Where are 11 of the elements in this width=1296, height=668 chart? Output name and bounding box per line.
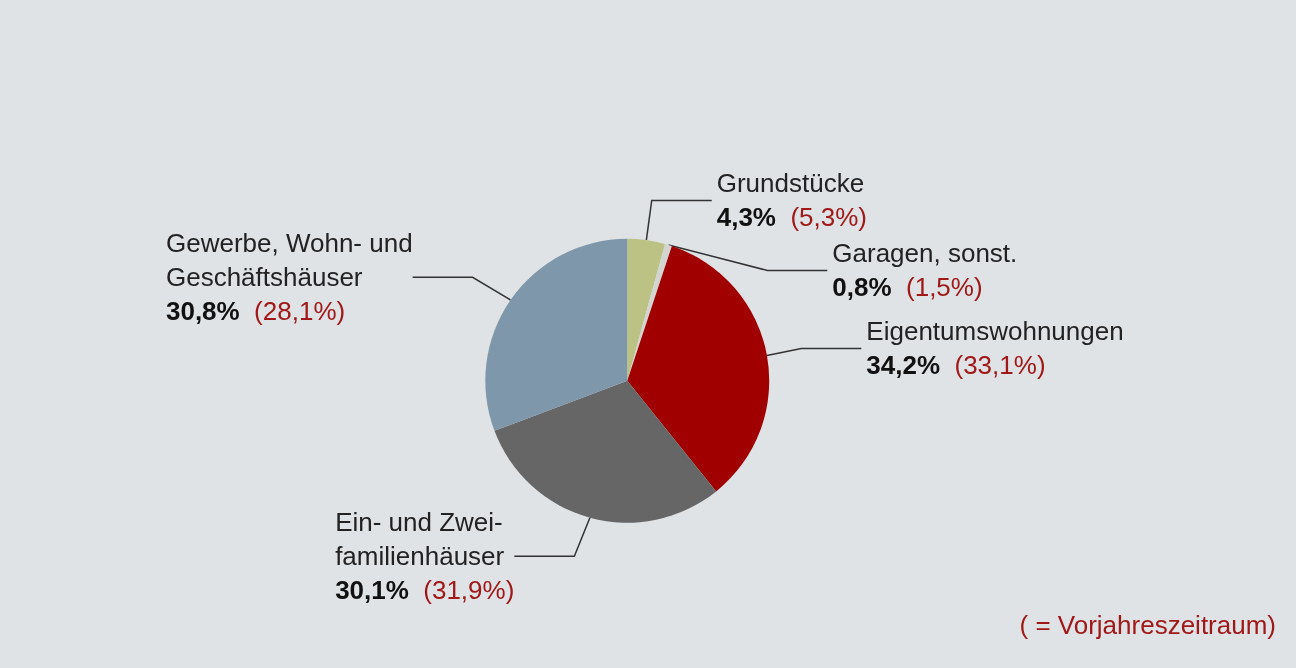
slice-label: Eigentumswohnungen bbox=[866, 316, 1124, 347]
text: ( = Vorjahreszeitraum) bbox=[1019, 610, 1276, 640]
data-label: 34,2% (33,1%) bbox=[866, 350, 1046, 381]
slice-label: Garagen, sonst. bbox=[832, 238, 1018, 269]
data-label: 0,8% (1,5%) bbox=[832, 272, 983, 303]
data-label: 30,1% (31,9%) bbox=[335, 575, 515, 606]
slice-label: Grundstücke bbox=[716, 168, 865, 199]
data-label: 30,8% (28,1%) bbox=[165, 296, 346, 327]
slice-label: Ein- und Zwei- familienhäuser bbox=[335, 507, 505, 572]
data-label: 4,3% (5,3%) bbox=[716, 202, 868, 233]
slice-label: Gewerbe, Wohn- und Geschäftshäuser bbox=[165, 228, 413, 293]
